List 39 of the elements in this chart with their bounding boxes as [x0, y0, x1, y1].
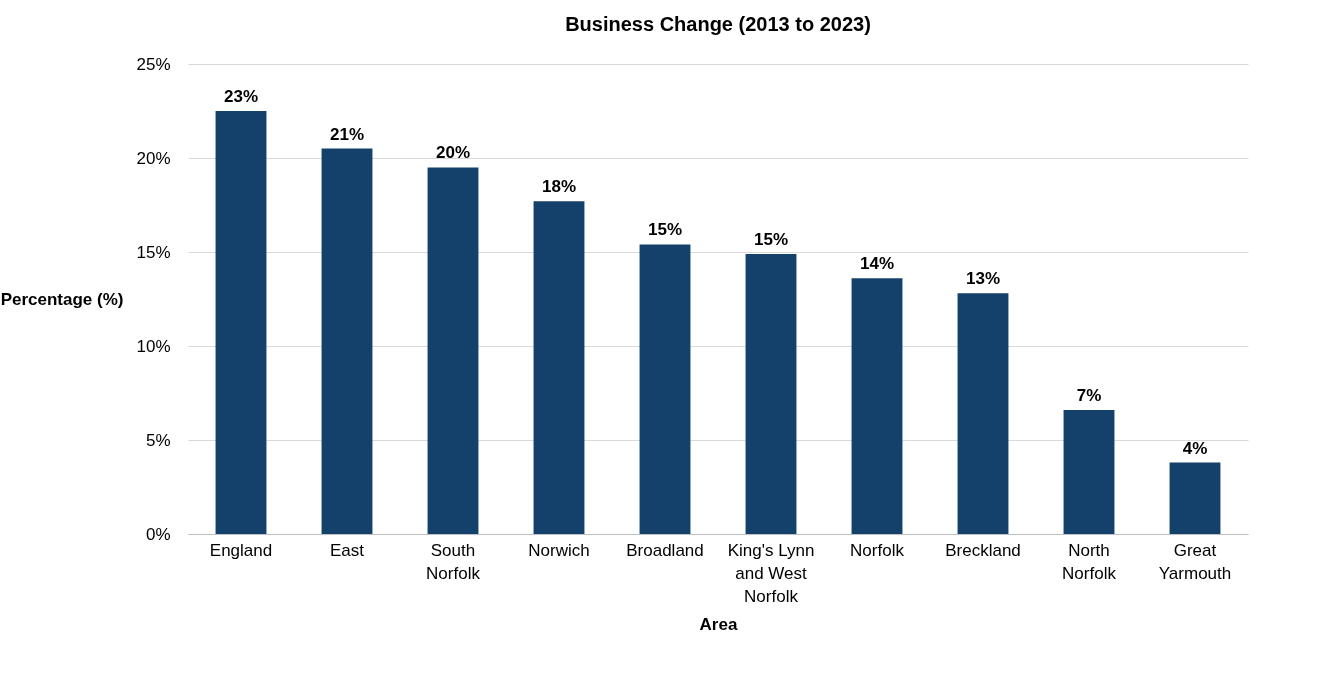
data-label: 21%: [329, 124, 365, 144]
bar: [851, 278, 903, 534]
x-tick-label: Norwich: [528, 540, 590, 560]
y-tick-label: 20%: [136, 148, 171, 168]
y-tick-label: 10%: [136, 336, 171, 356]
x-tick-label: South Norfolk: [426, 540, 481, 583]
data-label: 7%: [1076, 385, 1102, 405]
bar: [745, 253, 797, 534]
x-tick-label: Norfolk: [850, 540, 905, 560]
bar: [1169, 462, 1221, 534]
data-label: 20%: [435, 143, 471, 163]
y-tick-label: 25%: [136, 54, 171, 74]
bar: [639, 244, 691, 534]
x-tick-label: North Norfolk: [1062, 540, 1117, 583]
x-axis-title: Area: [699, 614, 738, 634]
x-tick-label: Great Yarmouth: [1158, 540, 1232, 583]
data-label: 13%: [965, 269, 1001, 289]
data-label: 18%: [541, 177, 577, 197]
x-tick-label: England: [209, 540, 273, 560]
bar: [215, 111, 267, 534]
x-tick-label: Breckland: [945, 540, 1021, 560]
data-label: 14%: [859, 254, 895, 274]
x-tick-label: Broadland: [626, 540, 704, 560]
y-tick-label: 5%: [145, 430, 171, 450]
y-tick-label: 15%: [136, 242, 171, 262]
data-label: 23%: [223, 87, 259, 106]
bar: [533, 201, 585, 534]
y-axis-title: Percentage (%): [0, 289, 124, 309]
bar: [321, 148, 373, 534]
data-label: 4%: [1182, 438, 1208, 458]
data-label: 15%: [753, 229, 789, 249]
bar: [1063, 409, 1115, 534]
y-tick-label: 0%: [145, 524, 171, 544]
x-tick-label: King's Lynn and West Norfolk: [727, 540, 815, 606]
x-tick-label: East: [329, 540, 365, 560]
bar: [957, 293, 1009, 534]
bar: [427, 167, 479, 534]
data-label: 15%: [647, 220, 683, 240]
chart-title: Business Change (2013 to 2023): [565, 13, 871, 35]
